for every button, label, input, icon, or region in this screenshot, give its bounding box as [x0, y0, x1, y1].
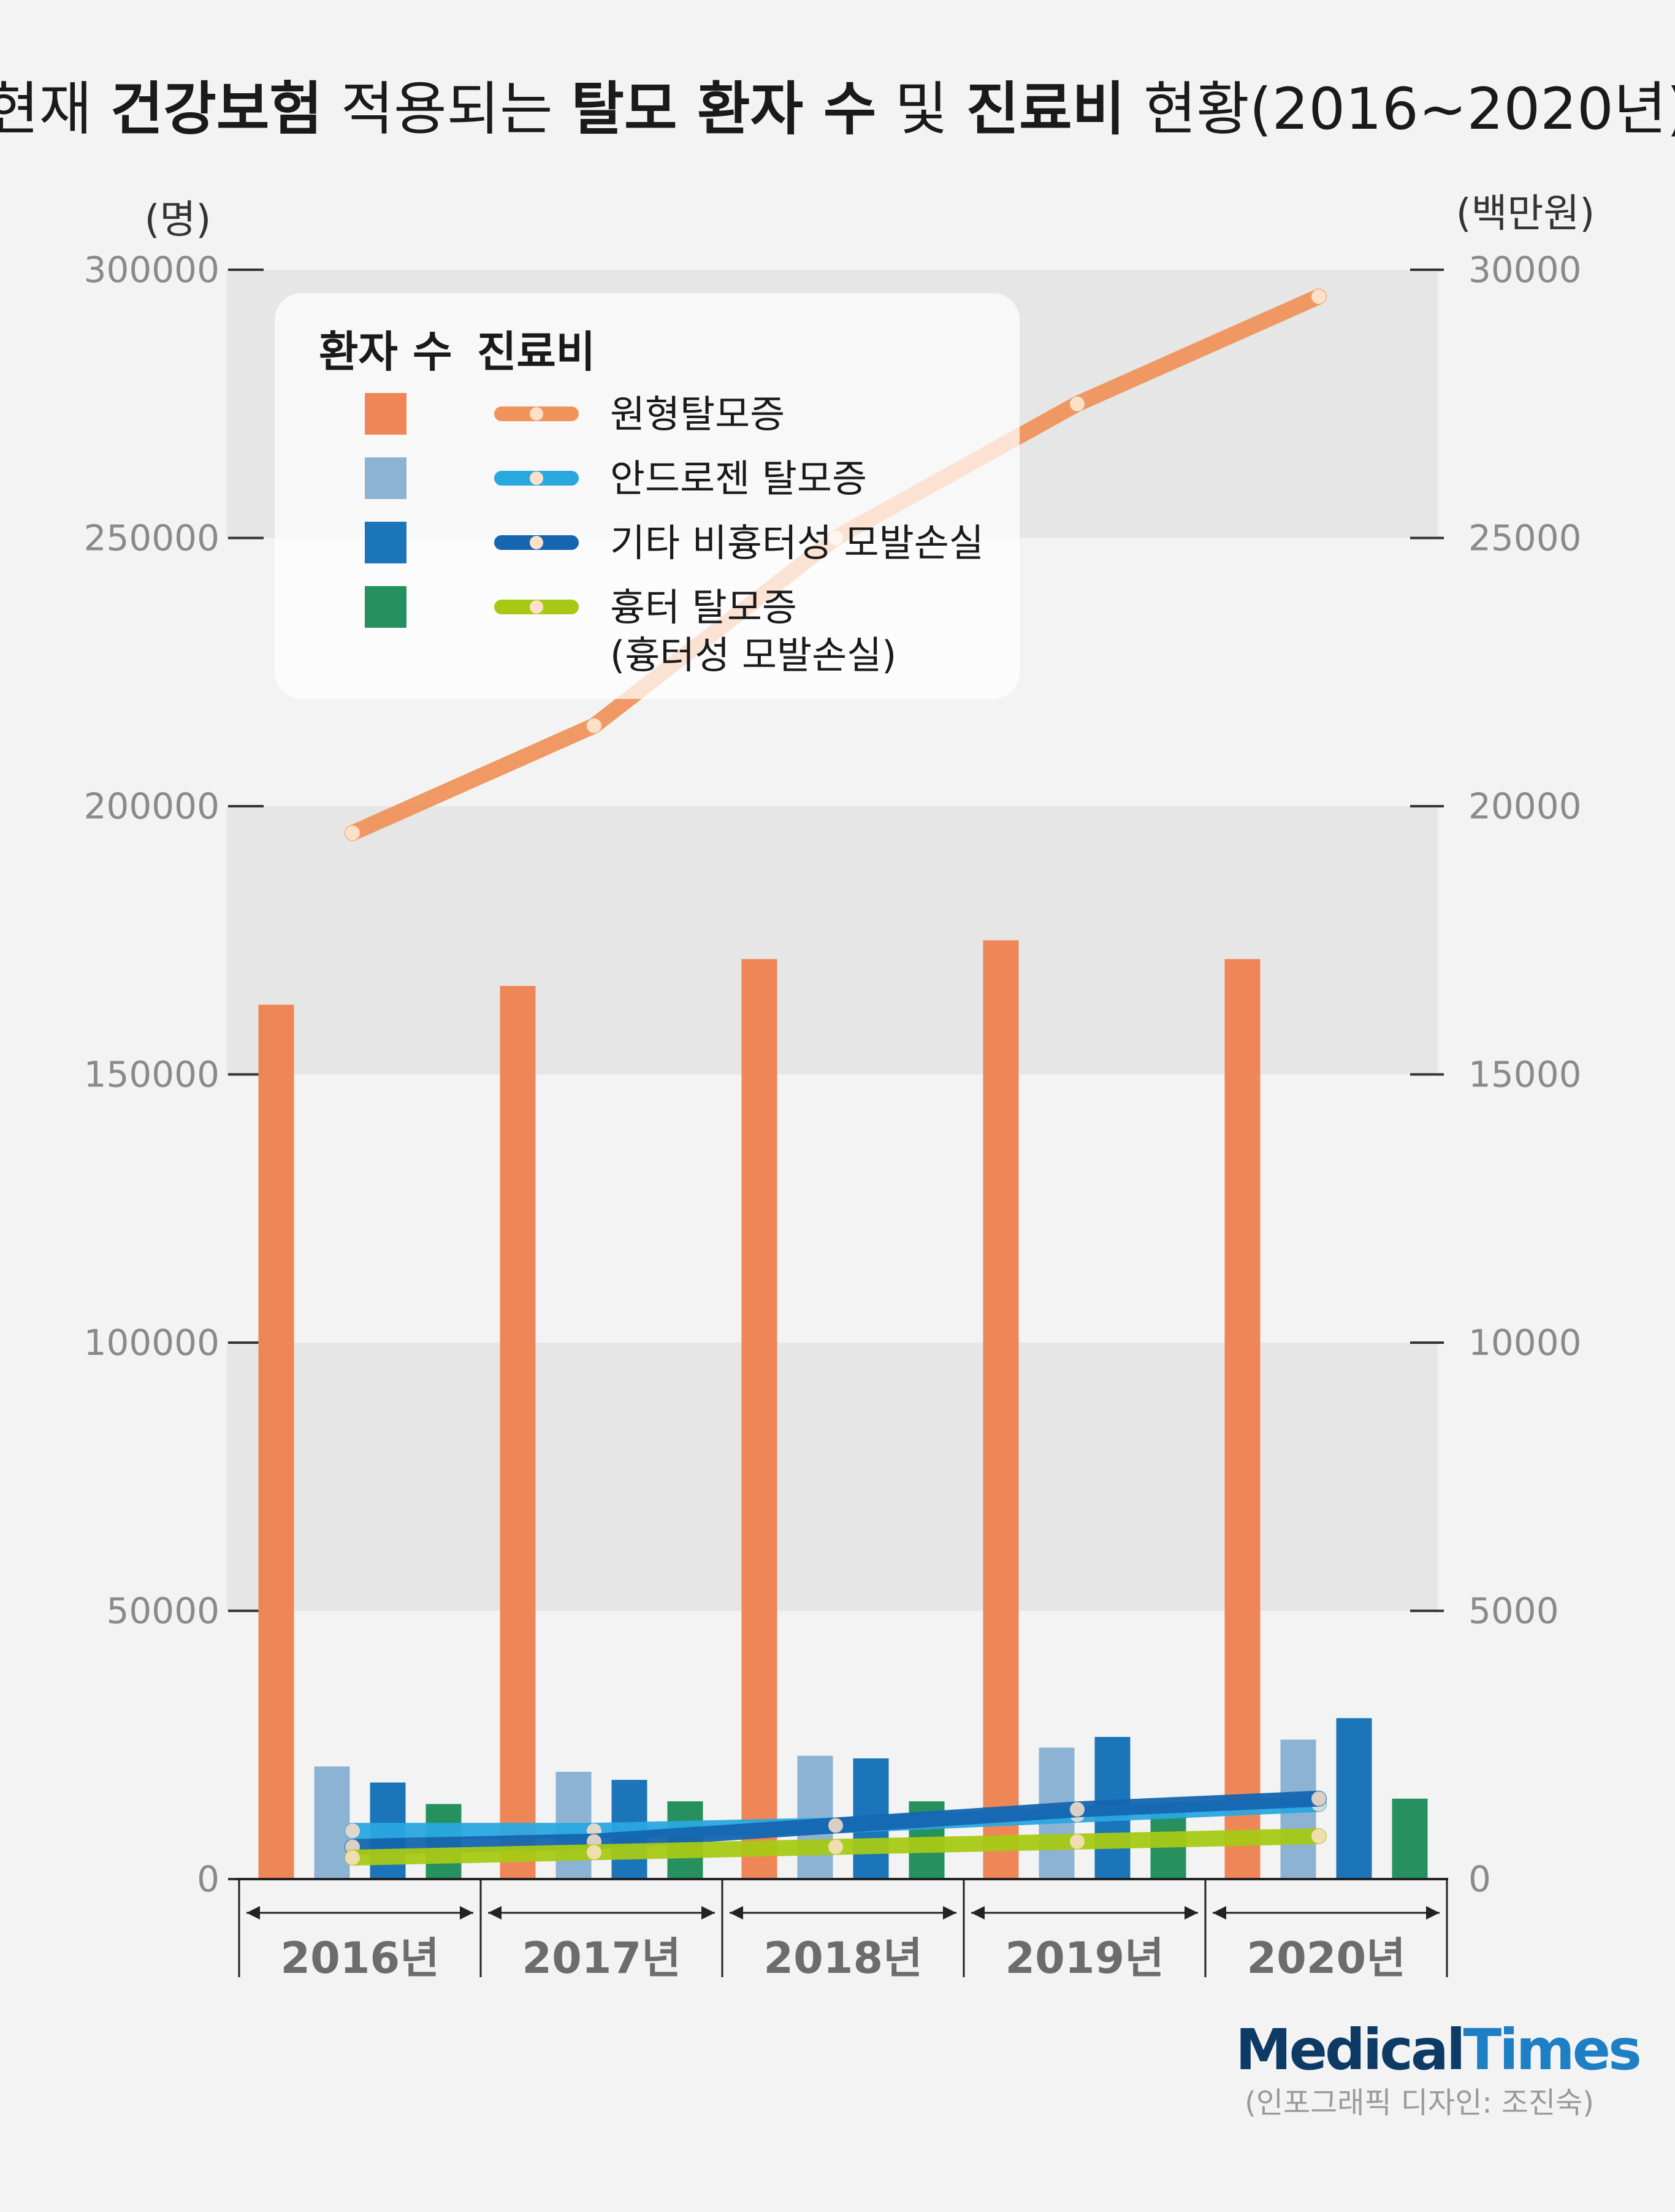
line-4-point [1311, 1829, 1326, 1844]
x-label: 2017년 [522, 1933, 681, 1983]
legend-swatch-bar [365, 586, 406, 628]
line-1-point [345, 825, 360, 841]
legend-label: 안드로젠 탈모증 [610, 456, 867, 501]
bar-3 [1336, 1718, 1372, 1879]
x-axis-labels: 2016년 2017년 2018년 2019년 2020년 [280, 1933, 1405, 1983]
line-3-point [1070, 1802, 1085, 1817]
bar-2 [314, 1766, 350, 1879]
design-credit: (인포그래픽 디자인: 조진숙) [1245, 2086, 1594, 2120]
bracket-arrow-right [701, 1906, 715, 1920]
line-3-point [1311, 1791, 1326, 1806]
x-label: 2016년 [280, 1933, 439, 1983]
title-part-2: 적용되는 [322, 76, 571, 143]
x-label: 2018년 [763, 1933, 922, 1983]
title-part-4: 및 [876, 76, 966, 143]
bar-1 [983, 940, 1019, 1879]
bar-1 [258, 1004, 294, 1879]
line-1-point [1070, 396, 1085, 411]
legend-swatch-point [530, 471, 543, 485]
bracket-arrow-right [1426, 1906, 1440, 1920]
bar-4 [1392, 1798, 1428, 1879]
legend-swatch-bar [365, 393, 406, 435]
left-axis-unit: (명) [145, 197, 212, 243]
left-tick-label: 150000 [84, 1054, 219, 1096]
title-part-3: 탈모 환자 수 [571, 76, 877, 143]
left-tick-label: 0 [197, 1858, 219, 1900]
bar-1 [1224, 959, 1261, 1879]
right-tick-label: 30000 [1468, 249, 1582, 291]
logo-text: MedicalTimes [1235, 2017, 1639, 2083]
bracket-arrow-left [246, 1906, 260, 1920]
line-2-point [345, 1823, 360, 1839]
bracket-arrow-right [460, 1906, 473, 1920]
bracket-arrow-left [1213, 1906, 1226, 1920]
bar-1 [741, 959, 777, 1879]
bracket-arrow-left [971, 1906, 985, 1920]
line-1-point [1311, 289, 1326, 304]
legend-swatch-bar [365, 457, 406, 499]
bracket-arrow-right [943, 1906, 956, 1920]
left-tick-label: 200000 [84, 785, 219, 827]
left-tick-label: 50000 [106, 1590, 219, 1632]
legend-header-patients: 환자 수 [319, 327, 452, 377]
line-4-point [345, 1850, 360, 1865]
logo-medical: edical [1289, 2017, 1463, 2083]
title-part-5: 진료비 [966, 76, 1125, 143]
legend-swatch-point [530, 536, 543, 549]
right-tick-label: 20000 [1468, 785, 1582, 827]
right-tick-label: 0 [1468, 1858, 1491, 1900]
line-1-point [587, 718, 601, 733]
line-4-point [828, 1839, 843, 1855]
legend-box [275, 293, 1020, 699]
bracket-arrow-right [1185, 1906, 1198, 1920]
title-part-1: 건강보험 [110, 76, 322, 143]
line-3-point [828, 1818, 843, 1833]
left-tick-label: 250000 [84, 517, 219, 559]
bar-1 [500, 986, 536, 1879]
bracket-arrow-left [488, 1906, 502, 1920]
legend-label: 원형탈모증 [610, 392, 785, 437]
logo-times: Times [1463, 2017, 1640, 2083]
x-label: 2019년 [1005, 1933, 1164, 1983]
legend-header-cost: 진료비 [477, 327, 595, 377]
bracket-arrow-left [730, 1906, 743, 1920]
right-tick-label: 25000 [1468, 517, 1582, 559]
legend-label-line2: (흉터성 모발손실) [610, 633, 896, 677]
right-axis-unit: (백만원) [1456, 191, 1595, 237]
title-part-0: 현재 [0, 76, 110, 143]
bar-2 [797, 1755, 833, 1879]
line-4-point [587, 1845, 601, 1860]
page-title: 현재 건강보험 적용되는 탈모 환자 수 및 진료비 현황(2016~2020년… [0, 76, 1675, 143]
right-tick-label: 15000 [1468, 1054, 1582, 1096]
right-tick-label: 5000 [1468, 1590, 1559, 1632]
brand-logo: MedicalTimes [1235, 2017, 1642, 2083]
right-axis: 0 5000 10000 15000 20000 25000 30000 [1410, 249, 1582, 1900]
legend-label: 기타 비흉터성 모발손실 [610, 521, 984, 565]
legend-label: 흉터 탈모증 [610, 585, 797, 630]
logo-m: M [1235, 2017, 1289, 2083]
legend-swatch-point [530, 600, 543, 614]
right-tick-label: 10000 [1468, 1322, 1582, 1363]
x-axis [236, 1878, 1448, 1977]
left-tick-label: 300000 [84, 249, 219, 291]
title-part-6: 현황(2016~2020년) [1125, 76, 1675, 143]
line-4-point [1070, 1834, 1085, 1849]
legend-swatch-point [530, 407, 543, 421]
x-label: 2020년 [1246, 1933, 1405, 1983]
legend-swatch-bar [365, 522, 406, 563]
left-tick-label: 100000 [84, 1322, 219, 1363]
